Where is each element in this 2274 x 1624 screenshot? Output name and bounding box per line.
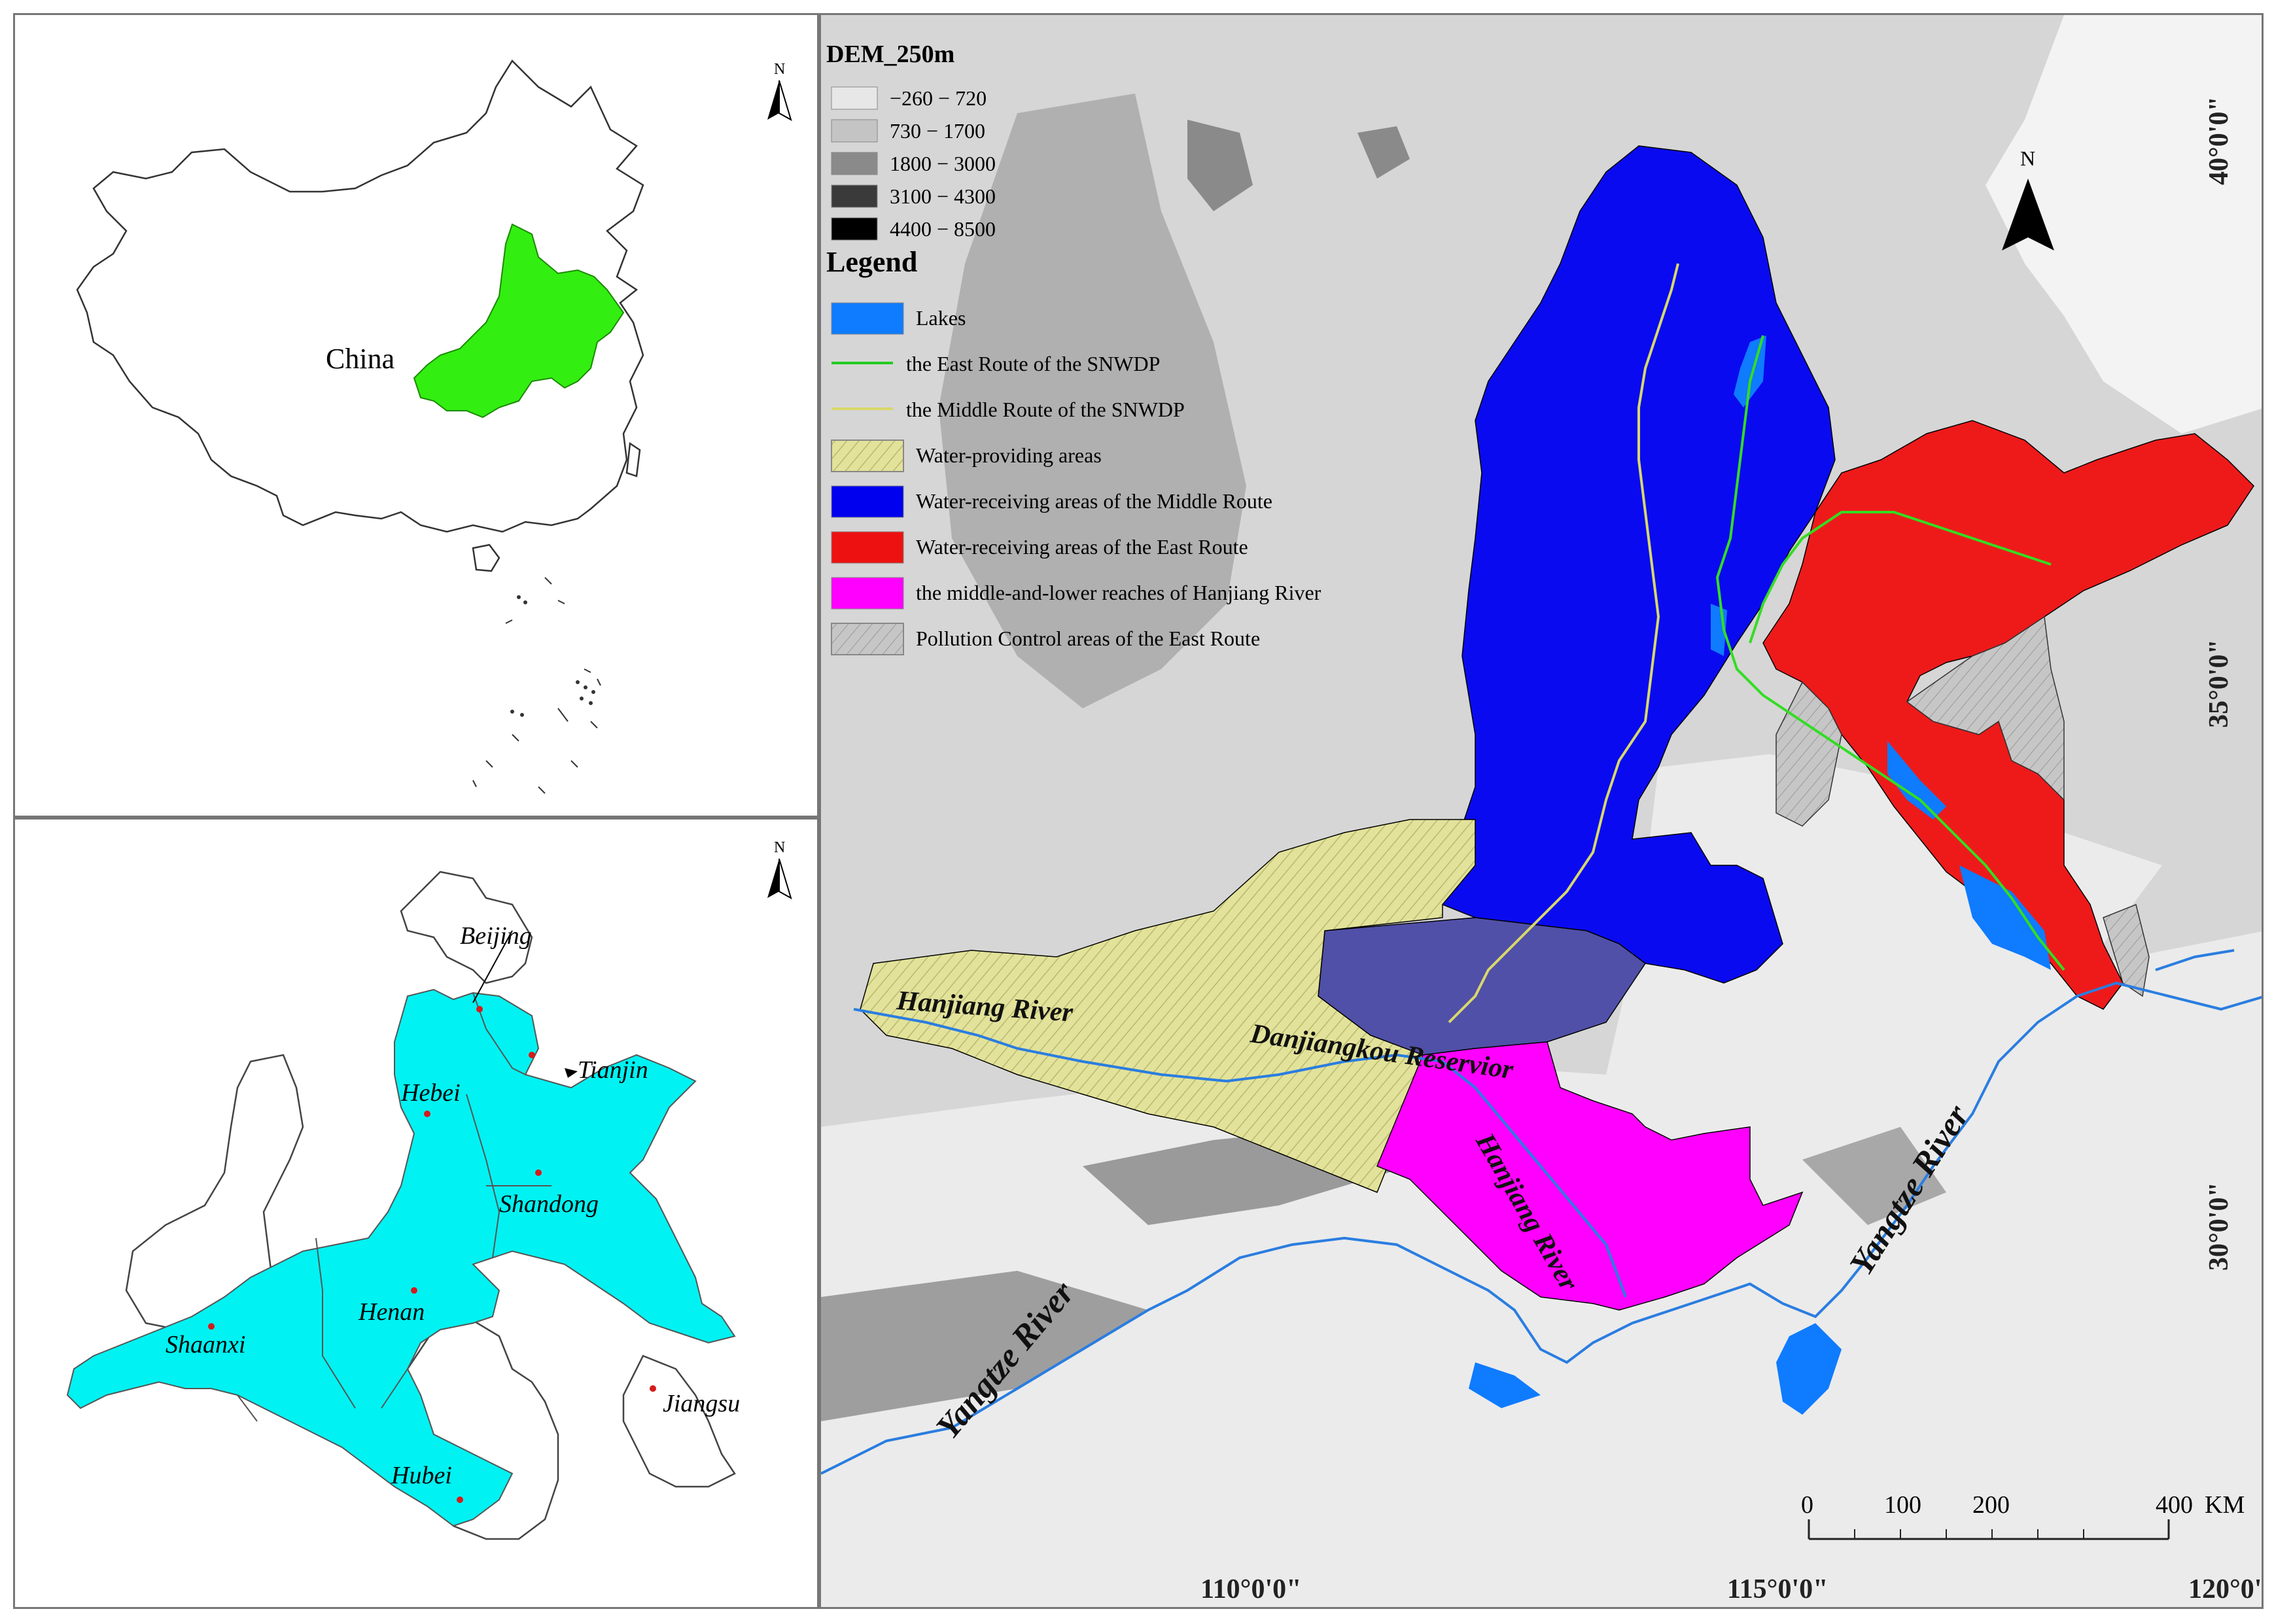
china-overview-panel: China N — [13, 13, 819, 818]
lon-label-115: 115°0'0" — [1727, 1574, 1828, 1604]
province-internal-borders — [237, 992, 551, 1422]
south-sea-dots — [510, 595, 595, 717]
dem-class-row: 4400 − 8500 — [831, 217, 996, 241]
dem-class-row: 3100 − 4300 — [831, 184, 996, 208]
provinces-map: Beijing Tianjin Hebei Shandong Henan Sha… — [66, 839, 792, 1540]
legend-item: the middle-and-lower reaches of Hanjiang… — [831, 577, 1321, 610]
scale-tick-400: 400 — [2156, 1491, 2193, 1519]
dem-class-row: −260 − 720 — [831, 86, 987, 110]
china-overview-map: China N — [76, 60, 792, 794]
label-tianjin: Tianjin — [578, 1056, 648, 1084]
study-area-highlight — [413, 223, 625, 419]
legend-item-label: Water-receiving areas of the Middle Rout… — [916, 489, 1272, 513]
label-hebei: Hebei — [400, 1079, 461, 1107]
dem-class-label: 730 − 1700 — [890, 119, 985, 143]
lat-label-30: 30°0'0" — [2204, 1182, 2234, 1271]
hainan-island — [472, 544, 500, 572]
map-legend-title: Legend — [826, 246, 917, 278]
middle-route-receiving-areas — [1442, 145, 1836, 984]
map-legend: Legend Lakes the East Route of the SNWDP t… — [826, 246, 1321, 655]
lakes — [1469, 336, 2051, 1415]
svg-text:N: N — [774, 61, 785, 78]
legend-item: Water-receiving areas of the Middle Rout… — [831, 485, 1272, 518]
dem-class-label: 3100 − 4300 — [890, 184, 996, 208]
svg-text:N: N — [2020, 147, 2035, 170]
provinces-panel: Beijing Tianjin Hebei Shandong Henan Sha… — [13, 818, 819, 1609]
province-capital-dots — [208, 1006, 656, 1503]
legend-item-label: the Middle Route of the SNWDP — [906, 398, 1185, 421]
scale-unit: KM — [2205, 1491, 2245, 1519]
rivers — [821, 949, 2262, 1475]
dem-legend: DEM_250m −260 − 720 730 − 1700 1800 − 3000… — [826, 41, 996, 241]
legend-item: Water-receiving areas of the East Route — [831, 531, 1248, 564]
label-shaanxi: Shaanxi — [166, 1331, 245, 1358]
south-sea-islands — [472, 577, 601, 794]
legend-item-label: Pollution Control areas of the East Rout… — [916, 627, 1260, 650]
china-outline — [76, 60, 644, 533]
scale-bar: 0 100 200 400 KM — [1801, 1491, 2245, 1540]
north-arrow-icon: N — [2002, 147, 2054, 251]
scale-tick-100: 100 — [1884, 1491, 1921, 1519]
legend-item: the East Route of the SNWDP — [831, 352, 1160, 375]
beijing-leader-line — [472, 930, 513, 1003]
taiwan-island — [625, 441, 641, 477]
dem-legend-title: DEM_250m — [826, 41, 954, 68]
dem-class-label: 4400 − 8500 — [890, 217, 996, 241]
lon-label-120: 120°0' — [2188, 1574, 2262, 1604]
dem-class-row: 1800 − 3000 — [831, 152, 996, 175]
pollution-control-areas — [1775, 615, 2150, 997]
water-providing-areas — [860, 819, 1476, 1193]
dem-class-row: 730 − 1700 — [831, 119, 985, 143]
north-arrow-icon: N — [767, 61, 792, 122]
legend-item: Water-providing areas — [831, 440, 1102, 472]
tianjin-pointer — [565, 1068, 578, 1078]
hanjiang-lower-areas — [1376, 1041, 1804, 1311]
legend-item-label: Water-receiving areas of the East Route — [916, 535, 1248, 559]
label-hubei: Hubei — [391, 1462, 452, 1489]
main-map: DEM_250m −260 − 720 730 − 1700 1800 − 3000… — [821, 15, 2262, 1607]
legend-item: the Middle Route of the SNWDP — [831, 398, 1185, 421]
china-label: China — [326, 343, 394, 375]
legend-item-label: the middle-and-lower reaches of Hanjiang… — [916, 581, 1321, 604]
label-henan: Henan — [358, 1298, 425, 1326]
lat-label-40: 40°0'0" — [2204, 96, 2234, 185]
label-beijing: Beijing — [460, 922, 532, 950]
lat-label-35: 35°0'0" — [2204, 639, 2234, 728]
scale-tick-200: 200 — [1972, 1491, 2010, 1519]
dem-class-label: −260 − 720 — [890, 86, 987, 110]
scale-tick-0: 0 — [1801, 1491, 1813, 1519]
legend-item: Lakes — [831, 302, 966, 335]
east-route-line — [1715, 335, 2065, 971]
legend-item-label: Water-providing areas — [916, 443, 1102, 467]
main-map-panel: DEM_250m −260 − 720 730 − 1700 1800 − 3000… — [819, 13, 2264, 1609]
legend-item-label: the East Route of the SNWDP — [906, 352, 1160, 375]
legend-item-label: Lakes — [916, 306, 966, 330]
middle-route-line — [1448, 263, 1679, 1024]
lon-label-110: 110°0'0" — [1200, 1574, 1301, 1604]
svg-text:N: N — [774, 839, 785, 856]
legend-item: Pollution Control areas of the East Rout… — [831, 623, 1260, 655]
north-arrow-icon: N — [767, 839, 792, 900]
dem-class-label: 1800 − 3000 — [890, 152, 996, 175]
label-jiangsu: Jiangsu — [663, 1390, 740, 1417]
label-shandong: Shandong — [499, 1190, 599, 1218]
